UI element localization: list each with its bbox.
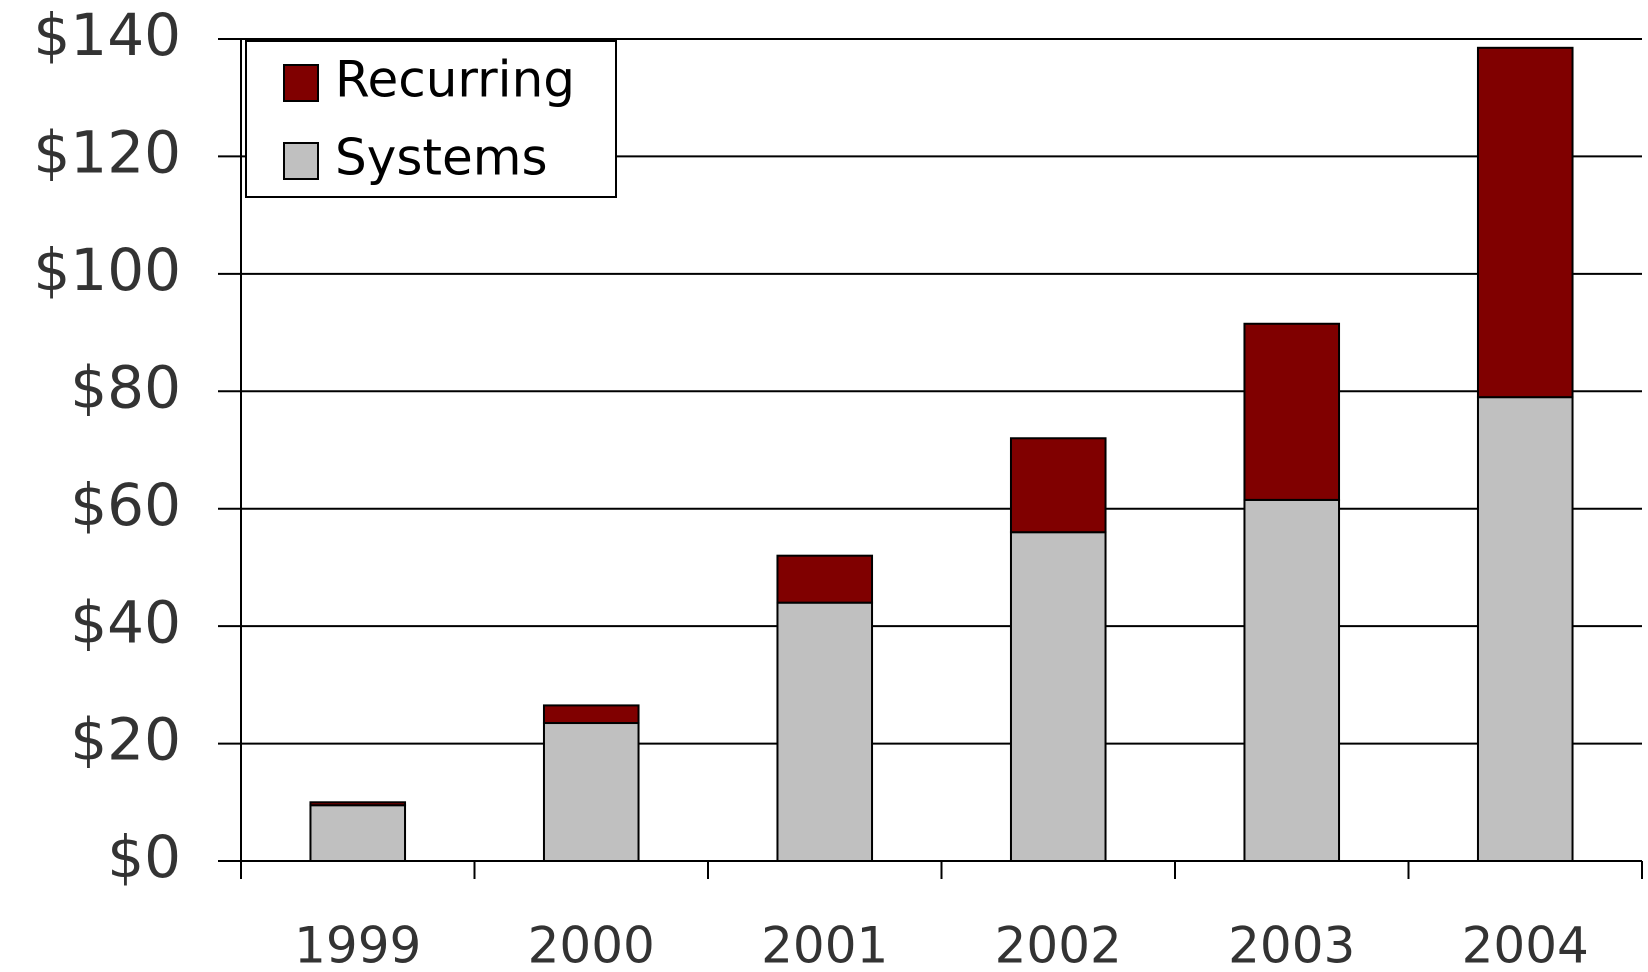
y-tick-label: $60 — [70, 471, 181, 539]
bar-segment — [309, 801, 407, 807]
x-tick-label: 2000 — [528, 917, 655, 972]
bar-segment — [542, 704, 640, 725]
bar-segment — [776, 601, 874, 863]
bar-segment — [1476, 46, 1574, 399]
y-tick-label: $140 — [33, 1, 181, 69]
bar-segment — [542, 722, 640, 862]
bar-segment — [1243, 498, 1341, 862]
legend: Recurring Systems — [245, 40, 617, 198]
y-tick-label: $40 — [70, 588, 181, 656]
x-tick-label: 1999 — [294, 917, 421, 972]
bar-segment — [776, 554, 874, 604]
y-tick-label: $100 — [33, 236, 181, 304]
bar-segment — [309, 804, 407, 863]
y-tick-label: $20 — [70, 706, 181, 774]
y-tick-label: $120 — [33, 119, 181, 187]
x-tick-label: 2003 — [1228, 917, 1355, 972]
legend-label: Recurring — [335, 51, 575, 109]
x-tick-label: 2001 — [761, 917, 888, 972]
x-tick-label: 2002 — [995, 917, 1122, 972]
x-tick-label: 2004 — [1462, 917, 1589, 972]
bar-segment — [1009, 437, 1107, 534]
bar-segment — [1009, 531, 1107, 862]
bar-segment — [1476, 396, 1574, 862]
y-tick-label: $0 — [107, 823, 181, 891]
legend-swatch — [283, 142, 319, 180]
bar-segment — [1243, 322, 1341, 501]
y-tick-label: $80 — [70, 353, 181, 421]
legend-swatch — [283, 64, 319, 102]
legend-label: Systems — [335, 129, 548, 187]
